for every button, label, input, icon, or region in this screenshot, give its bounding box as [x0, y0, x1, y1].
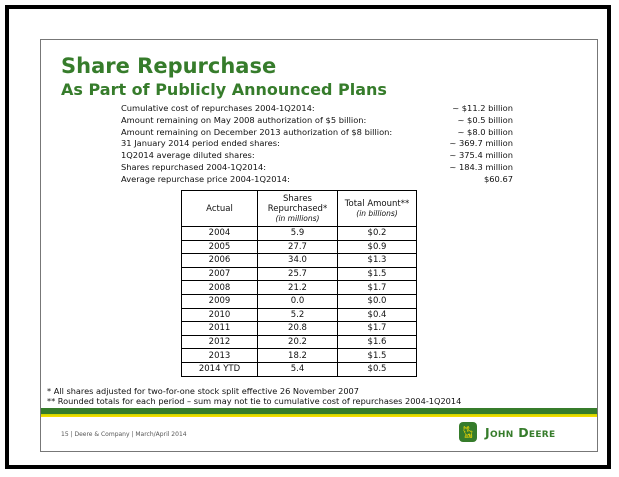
fact-value: ~ 369.7 million [449, 138, 513, 149]
john-deere-logo: 🦌︎ John Deere [459, 422, 555, 442]
cell-amount: $1.7 [337, 321, 417, 336]
fact-row: 31 January 2014 period ended shares: ~ 36… [121, 138, 513, 150]
cell-shares: 5.4 [257, 361, 338, 377]
cell-year: 2009 [181, 293, 258, 309]
cell-year: 2013 [181, 348, 258, 363]
fact-label: 31 January 2014 period ended shares: [121, 138, 280, 149]
fact-value: ~ 375.4 million [449, 150, 513, 161]
cell-amount: $0.5 [337, 361, 417, 377]
fact-row: Amount remaining on May 2008 authorizati… [121, 115, 513, 127]
header-label: Actual [206, 203, 233, 214]
cell-amount: $0.4 [337, 307, 417, 323]
table-row: 2008 21.2 $1.7 [181, 280, 417, 295]
footnotes: * All shares adjusted for two-for-one st… [47, 386, 461, 406]
cell-year: 2007 [181, 266, 258, 282]
logo-text: John Deere [485, 424, 556, 440]
header-unit: (in millions) [275, 213, 320, 223]
table-header-row: Actual Shares Repurchased* (in millions) … [181, 190, 417, 227]
fact-value: ~ 184.3 million [449, 161, 513, 172]
fact-row: Shares repurchased 2004-1Q2014: ~ 184.3 m… [121, 162, 513, 174]
fact-value: ~ $0.5 billion [457, 114, 513, 125]
table-row: 2011 20.8 $1.7 [181, 321, 417, 336]
table-row: 2005 27.7 $0.9 [181, 239, 417, 255]
page-title: Share Repurchase [61, 54, 277, 78]
cell-year: 2012 [181, 334, 258, 350]
fact-row: Cumulative cost of repurchases 2004-1Q20… [121, 103, 513, 115]
yellow-stripe [41, 414, 597, 417]
header-label: Shares Repurchased* [267, 193, 328, 214]
footnote: * All shares adjusted for two-for-one st… [47, 386, 359, 396]
table-row: 2006 34.0 $1.3 [181, 253, 417, 268]
cell-amount: $1.3 [337, 253, 417, 268]
table-row: 2004 5.9 $0.2 [181, 226, 417, 241]
fact-row: Average repurchase price 2004-1Q2014: $60… [121, 174, 513, 186]
cell-shares: 20.8 [257, 321, 338, 336]
table-row: 2009 0.0 $0.0 [181, 293, 417, 309]
page-subtitle: As Part of Publicly Announced Plans [61, 80, 387, 99]
cell-year: 2010 [181, 307, 258, 323]
cell-year: 2008 [181, 280, 258, 295]
cell-amount: $0.0 [337, 293, 417, 309]
cell-amount: $1.5 [337, 348, 417, 363]
fact-row: 1Q2014 average diluted shares: ~ 375.4 mi… [121, 150, 513, 162]
cell-amount: $1.7 [337, 280, 417, 295]
fact-label: Amount remaining on May 2008 authorizati… [121, 114, 367, 125]
cell-year: 2006 [181, 253, 258, 268]
fact-value: ~ $8.0 billion [457, 126, 513, 137]
cell-shares: 18.2 [257, 348, 338, 363]
header-label: Total Amount** [344, 198, 410, 209]
cell-amount: $1.6 [337, 334, 417, 350]
cell-amount: $1.5 [337, 266, 417, 282]
fact-row: Amount remaining on December 2013 author… [121, 127, 513, 139]
table-row: 2013 18.2 $1.5 [181, 348, 417, 363]
green-stripe [41, 408, 597, 414]
fact-label: Amount remaining on December 2013 author… [121, 126, 393, 137]
table-row: 2007 25.7 $1.5 [181, 266, 417, 282]
cell-shares: 20.2 [257, 334, 338, 350]
fact-value: $60.67 [483, 173, 513, 184]
header-shares: Shares Repurchased* (in millions) [257, 190, 338, 227]
cell-year: 2011 [181, 321, 258, 336]
cell-shares: 5.9 [257, 226, 338, 241]
cell-amount: $0.9 [337, 239, 417, 255]
footer-text: 15 | Deere & Company | March/April 2014 [61, 431, 187, 438]
header-unit: (in billions) [356, 208, 398, 218]
fact-value: ~ $11.2 billion [452, 103, 513, 113]
cell-shares: 27.7 [257, 239, 338, 255]
slide: Share Repurchase As Part of Publicly Ann… [40, 39, 598, 452]
cell-shares: 21.2 [257, 280, 338, 295]
cell-shares: 0.0 [257, 293, 338, 309]
cell-amount: $0.2 [337, 226, 417, 241]
header-actual: Actual [181, 190, 258, 227]
fact-label: Cumulative cost of repurchases 2004-1Q20… [121, 103, 315, 113]
cell-shares: 25.7 [257, 266, 338, 282]
table-row: 2014 YTD 5.4 $0.5 [181, 361, 417, 377]
footnote: ** Rounded totals for each period – sum … [47, 396, 462, 406]
cell-shares: 5.2 [257, 307, 338, 323]
fact-label: Shares repurchased 2004-1Q2014: [121, 161, 267, 172]
table-row: 2012 20.2 $1.6 [181, 334, 417, 350]
cell-year: 2005 [181, 239, 258, 255]
fact-label: 1Q2014 average diluted shares: [121, 150, 255, 161]
leaping-deer-icon: 🦌︎ [459, 422, 477, 442]
cell-shares: 34.0 [257, 253, 338, 268]
fact-label: Average repurchase price 2004-1Q2014: [121, 173, 290, 184]
header-total: Total Amount** (in billions) [337, 190, 417, 227]
facts-list: Cumulative cost of repurchases 2004-1Q20… [121, 103, 513, 186]
cell-year: 2014 YTD [181, 361, 258, 377]
table-row: 2010 5.2 $0.4 [181, 307, 417, 323]
outer-frame: Share Repurchase As Part of Publicly Ann… [5, 5, 611, 469]
repurchase-table: Actual Shares Repurchased* (in millions) … [181, 190, 417, 377]
cell-year: 2004 [181, 226, 258, 241]
